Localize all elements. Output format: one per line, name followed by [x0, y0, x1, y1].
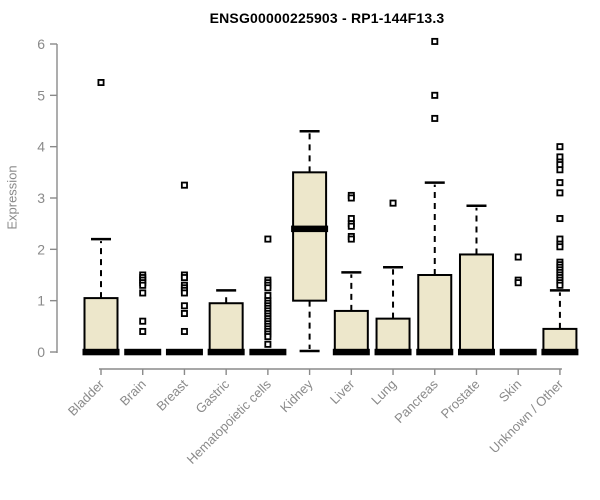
outlier-point [264, 333, 272, 341]
iqr-box [292, 171, 328, 302]
median-bar [499, 348, 537, 356]
median-bar [332, 348, 370, 356]
y-tick-label: 3 [37, 190, 45, 206]
iqr-box [458, 253, 494, 353]
outlier-point [556, 179, 564, 187]
y-tick-label: 0 [37, 344, 45, 360]
median-bar [82, 348, 120, 356]
outlier-point [139, 289, 147, 297]
x-tick-label: Liver [327, 376, 358, 407]
median-bar [374, 348, 412, 356]
outlier-point [347, 222, 355, 230]
outlier-point [556, 189, 564, 197]
outlier-point [556, 166, 564, 174]
iqr-box [333, 309, 369, 353]
outlier-point [556, 281, 564, 289]
x-tick-label: Skin [496, 377, 524, 405]
outlier-point [556, 143, 564, 151]
outlier-point [264, 235, 272, 243]
x-tick-label: Lung [368, 377, 399, 408]
outlier-point [347, 235, 355, 243]
outlier-point [180, 289, 188, 297]
iqr-box [375, 317, 411, 353]
iqr-box [417, 274, 453, 353]
outlier-point [139, 317, 147, 325]
median-bar [207, 348, 245, 356]
median-bar [124, 348, 162, 356]
x-tick-label: Bladder [65, 376, 108, 419]
outlier-point [180, 181, 188, 189]
median-bar [165, 348, 203, 356]
outlier-point [264, 340, 272, 348]
outlier-point [264, 284, 272, 292]
x-tick-label: Kidney [277, 376, 316, 415]
median-bar [249, 348, 287, 356]
outlier-point [514, 253, 522, 261]
outlier-point [389, 199, 397, 207]
outlier-point [431, 37, 439, 45]
outlier-point [431, 91, 439, 99]
y-tick-label: 5 [37, 87, 45, 103]
outlier-point [180, 309, 188, 317]
x-tick-label: Prostate [438, 377, 483, 422]
x-tick-label: Brain [117, 377, 149, 409]
outlier-point [180, 327, 188, 335]
x-tick-label: Pancreas [391, 376, 441, 426]
outlier-point [431, 114, 439, 122]
outlier-point [556, 215, 564, 223]
outlier-point [180, 274, 188, 282]
chart-title: ENSG00000225903 - RP1-144F13.3 [209, 10, 445, 26]
outlier-point [514, 279, 522, 287]
y-tick-label: 4 [37, 139, 45, 155]
outlier-point [347, 194, 355, 202]
outlier-point [180, 302, 188, 310]
y-tick-label: 6 [37, 36, 45, 52]
median-bar [457, 348, 495, 356]
x-tick-label: Gastric [193, 376, 233, 416]
median-bar [416, 348, 454, 356]
iqr-box [208, 302, 244, 354]
y-tick-label: 2 [37, 241, 45, 257]
iqr-box [542, 327, 578, 353]
outlier-point [556, 243, 564, 251]
iqr-box [83, 297, 119, 354]
outlier-point [97, 79, 105, 87]
median-bar [541, 348, 579, 356]
median-bar [291, 225, 329, 233]
y-tick-label: 1 [37, 293, 45, 309]
x-tick-label: Unknown / Other [486, 376, 566, 456]
outlier-point [139, 327, 147, 335]
outlier-point [139, 281, 147, 289]
x-tick-label: Breast [153, 376, 190, 413]
